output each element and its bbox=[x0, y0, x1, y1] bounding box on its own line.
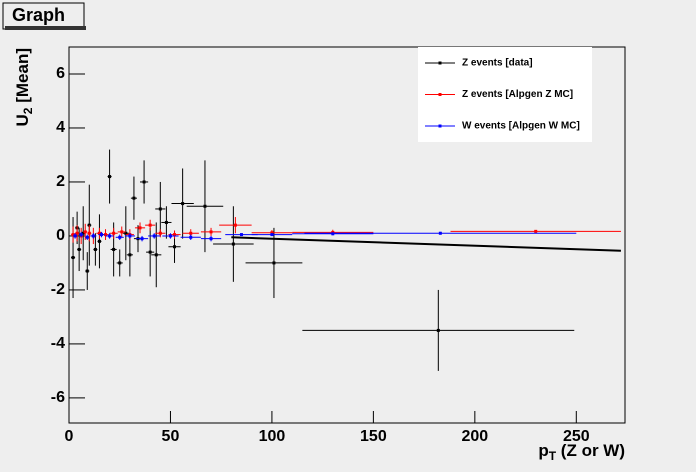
point bbox=[158, 231, 162, 235]
point bbox=[209, 237, 213, 241]
point bbox=[112, 231, 116, 235]
y-tick-label: -6 bbox=[51, 389, 65, 406]
point bbox=[138, 226, 142, 230]
point bbox=[104, 233, 108, 237]
point bbox=[79, 233, 83, 237]
point bbox=[154, 253, 158, 257]
x-label-sub: T bbox=[549, 449, 557, 463]
x-axis-label: pT (Z or W) bbox=[538, 441, 625, 463]
point bbox=[148, 250, 152, 254]
y-label-rest: [Mean] bbox=[13, 48, 32, 108]
point bbox=[231, 242, 235, 246]
point bbox=[438, 231, 442, 235]
x-tick-label: 100 bbox=[259, 428, 286, 445]
point bbox=[181, 202, 185, 206]
x-tick-label: 250 bbox=[563, 428, 590, 445]
x-tick-label: 0 bbox=[65, 428, 74, 445]
point bbox=[173, 245, 177, 249]
point bbox=[75, 231, 79, 235]
point bbox=[140, 237, 144, 241]
point bbox=[168, 234, 172, 238]
y-label-main: U bbox=[13, 114, 32, 126]
point bbox=[272, 261, 276, 265]
point bbox=[77, 247, 81, 251]
point bbox=[87, 231, 91, 235]
point bbox=[270, 231, 274, 235]
y-tick-label: 4 bbox=[56, 119, 65, 136]
point bbox=[142, 180, 146, 184]
point bbox=[331, 232, 335, 236]
point bbox=[85, 235, 89, 239]
point bbox=[73, 234, 77, 238]
point bbox=[85, 269, 89, 273]
y-tick-label: 2 bbox=[56, 173, 65, 190]
point bbox=[534, 229, 538, 233]
point bbox=[97, 239, 101, 243]
point bbox=[270, 233, 274, 237]
point bbox=[118, 261, 122, 265]
point bbox=[436, 328, 440, 332]
title-shadow bbox=[5, 26, 86, 30]
title-box bbox=[2, 2, 85, 30]
x-label-main: p bbox=[538, 441, 548, 460]
point bbox=[164, 220, 168, 224]
x-tick-label: 200 bbox=[461, 428, 488, 445]
y-axis-label: U2 [Mean] bbox=[13, 48, 35, 126]
point bbox=[189, 231, 193, 235]
point bbox=[99, 233, 103, 237]
legend-marker bbox=[438, 61, 442, 65]
x-tick-label: 50 bbox=[162, 428, 180, 445]
point bbox=[189, 235, 193, 239]
point bbox=[132, 196, 136, 200]
point bbox=[91, 234, 95, 238]
legend-marker bbox=[438, 93, 442, 96]
x-tick-label: 150 bbox=[360, 428, 387, 445]
point bbox=[108, 234, 112, 238]
point bbox=[128, 253, 132, 257]
legend-label: Z events [Alpgen Z MC] bbox=[462, 89, 573, 100]
plot-area bbox=[71, 149, 621, 371]
point bbox=[148, 223, 152, 227]
chart-title: Graph bbox=[12, 5, 65, 25]
point bbox=[108, 175, 112, 179]
point bbox=[112, 247, 116, 251]
legend-label: Z events [data] bbox=[462, 58, 533, 69]
point bbox=[209, 230, 213, 234]
point bbox=[93, 247, 97, 251]
y-tick-label: 6 bbox=[56, 65, 65, 82]
point bbox=[97, 231, 101, 235]
point bbox=[173, 233, 177, 237]
y-tick-label: -2 bbox=[51, 281, 65, 298]
point bbox=[120, 230, 124, 234]
point bbox=[83, 230, 87, 234]
x-label-rest: (Z or W) bbox=[556, 441, 625, 460]
point bbox=[71, 233, 75, 237]
point bbox=[233, 223, 237, 227]
point bbox=[158, 207, 162, 211]
legend-label: W events [Alpgen W MC] bbox=[462, 121, 580, 132]
y-tick-label: 0 bbox=[56, 227, 65, 244]
legend-marker bbox=[438, 124, 442, 128]
point bbox=[81, 231, 85, 235]
trend-line bbox=[231, 236, 621, 252]
point bbox=[239, 233, 243, 237]
point bbox=[203, 204, 207, 208]
point bbox=[128, 234, 132, 238]
point bbox=[152, 234, 156, 238]
point bbox=[118, 235, 122, 239]
y-label-sub: 2 bbox=[21, 107, 35, 114]
point bbox=[71, 256, 75, 260]
y-tick-label: -4 bbox=[51, 335, 65, 352]
point bbox=[124, 231, 128, 235]
